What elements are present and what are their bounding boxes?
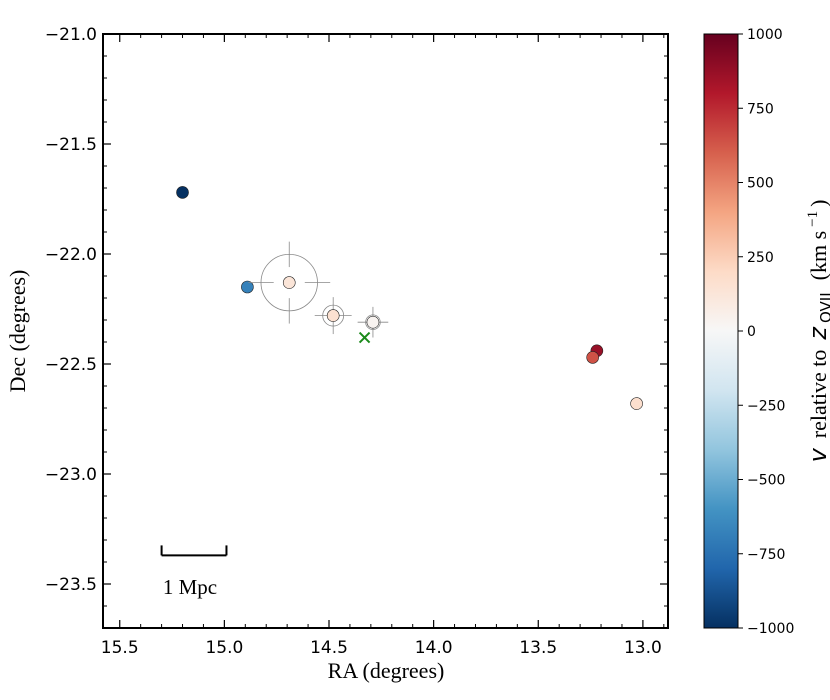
galaxy-marker (176, 186, 189, 199)
colorbar-title-close: ) (806, 200, 830, 207)
galaxy-marker (241, 280, 254, 294)
colorbar-tick-label: −500 (747, 473, 785, 489)
colorbar-tick-label: −250 (747, 398, 785, 414)
y-tick-labels: −21.0 −21.5 −22.0 −22.5 −23.0 −23.5 (45, 25, 97, 595)
colorbar-title-z: z (804, 326, 830, 341)
x-tick-label: 14.0 (415, 638, 453, 658)
colorbar-tick-label: −750 (747, 547, 785, 563)
colorbar-tick-label: 1000 (747, 27, 783, 43)
galaxy-marker (326, 309, 340, 322)
y-tick-label: −22.0 (45, 245, 97, 265)
x-tick-label: 14.5 (310, 638, 348, 658)
colorbar-title-units: (km s (806, 231, 830, 281)
x-tick-label: 15.0 (205, 638, 243, 658)
colorbar-title-v: v (804, 447, 830, 462)
x-tick-label: 13.5 (519, 638, 557, 658)
colorbar-tick-label: 500 (747, 176, 774, 192)
colorbar-tick-label: −1000 (747, 621, 794, 637)
galaxy-marker (630, 397, 643, 410)
scale-bar-label: 1 Mpc (163, 575, 217, 599)
colorbar-tick-label: 0 (747, 324, 756, 340)
plot-frame (102, 33, 669, 629)
y-tick-label: −23.5 (45, 575, 97, 595)
colorbar-title-exp: −1 (805, 211, 821, 227)
colorbar-ticks: −1000 −750 −500 −250 0 250 500 750 1000 (738, 27, 794, 637)
colorbar-title-sub: OVII (817, 292, 830, 323)
scale-bar (160, 545, 228, 557)
colorbar-title: v relative to z OVII (km s −1 ) (804, 200, 830, 463)
y-tick-label: −21.0 (45, 25, 97, 45)
colorbar-tick-label: 750 (747, 101, 774, 117)
y-axis-title: Dec (degrees) (5, 270, 30, 393)
x-tick-label: 15.5 (101, 638, 139, 658)
markers (176, 186, 643, 410)
colorbar-title-relative: relative to (806, 350, 830, 439)
y-tick-label: −23.0 (45, 465, 97, 485)
galaxy-marker (366, 315, 380, 329)
y-tick-label: −21.5 (45, 135, 97, 155)
axes-ticks (103, 33, 668, 629)
colorbar-tick-label: 250 (747, 250, 774, 266)
absorber-x-stroke (358, 331, 371, 344)
x-tick-labels: 15.5 15.0 14.5 14.0 13.5 13.0 (101, 638, 662, 658)
x-axis-title: RA (degrees) (328, 658, 445, 683)
colorbar (703, 33, 739, 629)
galaxy-marker (282, 276, 296, 289)
y-tick-label: −22.5 (45, 355, 97, 375)
absorber-x-marker (358, 331, 371, 344)
galaxy-marker (586, 351, 599, 364)
x-tick-label: 13.0 (624, 638, 662, 658)
